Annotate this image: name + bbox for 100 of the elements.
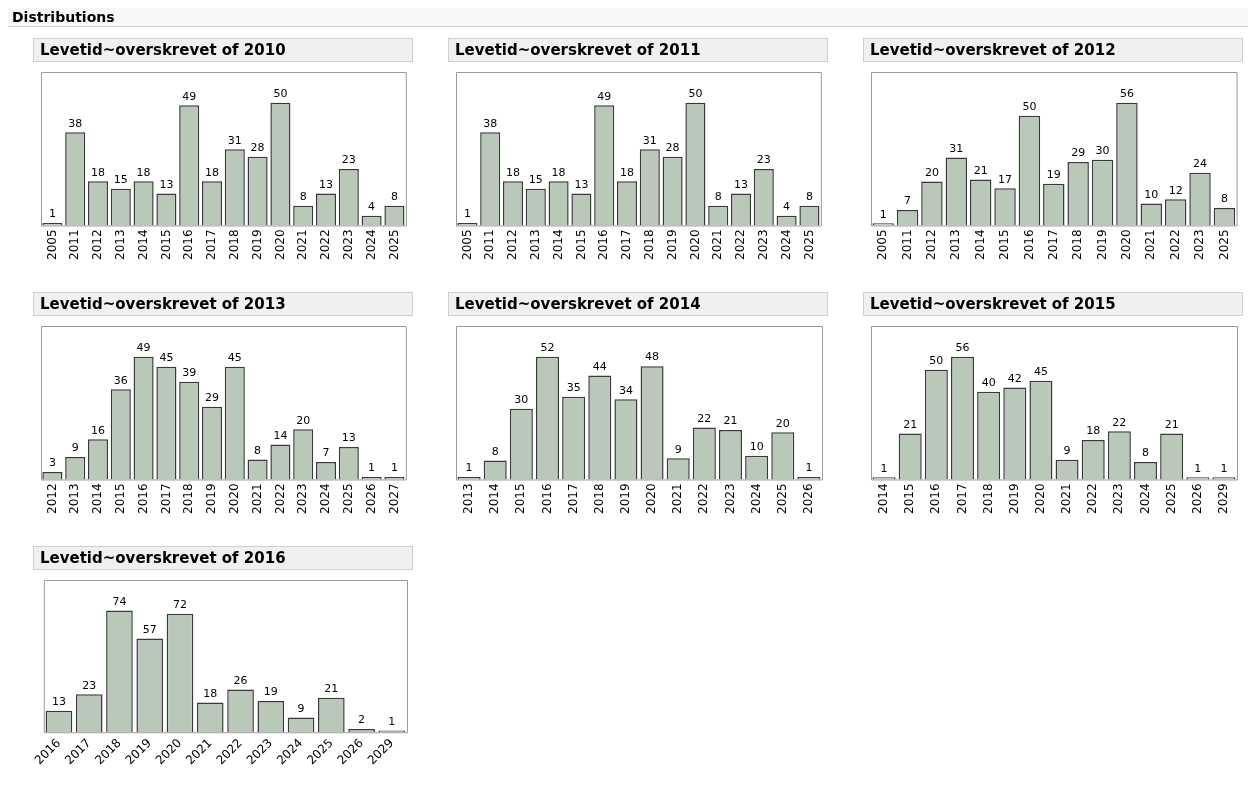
x-tick-label: 2018 [980,483,995,515]
x-tick-label: 2020 [226,483,241,515]
x-tick-label: 2022 [318,229,333,261]
data-label: 13 [159,177,174,191]
x-tick-label: 2014 [135,229,150,261]
data-label: 15 [113,172,128,186]
data-label: 1 [465,461,473,475]
x-tick-label: 2014 [487,483,502,515]
data-label: 45 [227,351,242,365]
x-tick-label: 2019 [249,229,264,261]
data-label: 50 [929,354,944,368]
x-tick-label: 2013 [67,483,82,515]
x-tick-label: 2014 [550,229,565,261]
x-tick-label: 2019 [618,483,633,515]
x-tick-label: 2012 [505,229,520,261]
data-label: 1 [48,207,56,221]
data-label: 9 [674,442,682,456]
x-tick-label: 2025 [801,229,816,261]
x-tick-label: 2014 [972,229,987,261]
data-label: 28 [250,141,265,155]
data-label: 29 [1071,146,1086,160]
x-tick-label: 2018 [1070,229,1085,261]
x-tick-label: 2026 [801,483,816,515]
data-label: 18 [91,165,105,179]
x-tick-label: 2025 [340,483,355,515]
data-label: 1 [368,461,376,475]
data-label: 74 [112,594,127,608]
x-tick-label: 2024 [748,483,763,515]
x-tick-label: 2005 [459,229,474,261]
x-tick-label: 2025 [386,229,401,261]
x-tick-label: 2025 [1163,483,1178,515]
x-tick-label: 2027 [386,483,401,515]
x-tick-label: 2015 [902,483,917,515]
data-label: 21 [324,682,339,696]
data-label: 23 [756,153,771,167]
data-label: 31 [227,133,242,147]
data-label: 8 [714,190,722,204]
x-tick-label: 2020 [1033,483,1048,515]
x-tick-label: 2017 [1045,229,1060,261]
x-tick-label: 2012 [90,229,105,261]
x-tick-label: 2023 [755,229,770,261]
data-label: 4 [783,200,791,213]
data-label: 48 [645,350,660,364]
x-tick-label: 2023 [1192,229,1207,261]
data-label: 1 [390,461,398,475]
x-tick-label: 2025 [1216,229,1231,261]
data-label: 20 [775,416,790,430]
data-label: 19 [1046,168,1061,182]
data-label: 14 [273,428,288,442]
x-tick-label: 2023 [1111,483,1126,515]
data-label: 4 [368,200,376,213]
x-tick-label: 2016 [135,483,150,515]
data-label: 57 [142,622,157,636]
data-label: 1 [388,714,396,728]
data-label: 42 [1007,371,1022,385]
x-tick-label: 2011 [67,229,82,261]
x-tick-label: 2024 [318,483,333,515]
x-tick-label: 2024 [363,229,378,261]
data-label: 7 [322,446,330,460]
x-tick-label: 2021 [249,483,264,515]
x-tick-label: 2014 [90,483,105,515]
x-tick-label: 2026 [363,483,378,515]
x-tick-label: 2020 [272,229,287,261]
data-label: 49 [182,89,197,103]
data-label: 16 [91,423,105,437]
x-tick-label: 2019 [1006,483,1021,515]
data-label: 10 [1144,187,1159,201]
x-tick-label: 2018 [226,229,241,261]
x-tick-label: 2016 [181,229,196,261]
x-tick-label: 2017 [954,483,969,515]
data-label: 9 [1063,444,1071,458]
x-tick-label: 2015 [573,229,588,261]
data-label: 1 [1220,461,1228,475]
data-label: 8 [299,190,307,204]
data-label: 50 [688,87,703,101]
data-label: 7 [904,194,912,208]
data-label: 34 [618,383,633,397]
data-label: 40 [981,376,996,390]
x-tick-label: 2022 [696,483,711,515]
data-label: 72 [173,598,187,612]
data-label: 21 [723,414,738,428]
x-tick-label: 2013 [948,229,963,261]
data-label: 38 [483,116,498,130]
data-label: 29 [205,391,220,405]
chart-title: Levetid~overskrevet of 2016 [33,546,413,570]
chart-title: Levetid~overskrevet of 2012 [863,38,1243,62]
x-tick-label: 2024 [1137,483,1152,515]
chart-title: Levetid~overskrevet of 2011 [448,38,828,62]
data-label: 8 [1220,192,1228,206]
x-tick-label: 2021 [295,229,310,261]
data-label: 13 [734,177,749,191]
data-label: 24 [1193,157,1208,171]
x-tick-label: 2025 [774,483,789,515]
data-label: 18 [205,165,220,179]
data-label: 28 [665,141,680,155]
data-label: 26 [233,673,248,687]
x-tick-label: 2024 [778,229,793,261]
x-tick-label: 2022 [272,483,287,515]
chart-title: Levetid~overskrevet of 2013 [33,292,413,316]
data-label: 36 [113,373,128,387]
